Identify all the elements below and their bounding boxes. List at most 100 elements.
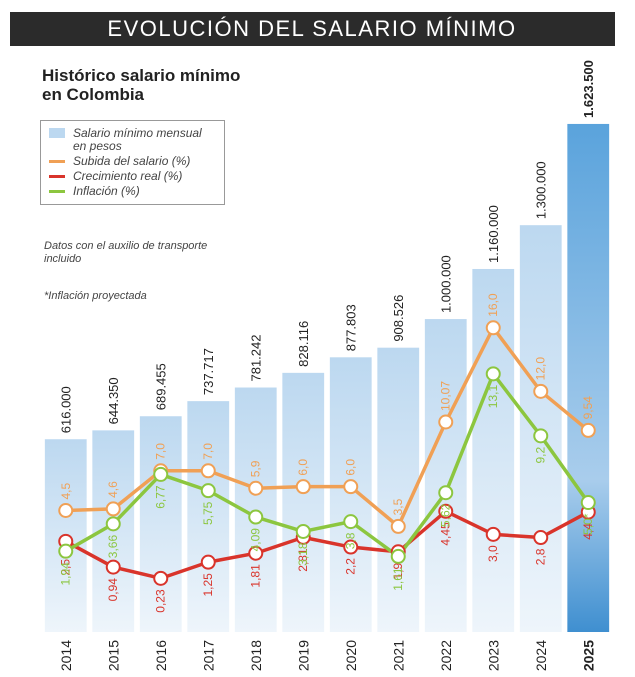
point-value-label: 3,66	[106, 535, 120, 559]
point-value-label: 1,81	[249, 564, 263, 588]
legend-item: Salario mínimo mensual en pesos	[47, 127, 218, 153]
bar-value-label: 616.000	[59, 386, 74, 433]
legend-label: Crecimiento real (%)	[73, 169, 183, 183]
line-point	[390, 548, 406, 564]
x-tick-label: 2022	[438, 640, 454, 671]
legend-item: Subida del salario (%)	[47, 155, 218, 168]
line-point	[58, 503, 74, 518]
line-point	[533, 428, 549, 444]
point-value-label: 7,0	[154, 443, 168, 460]
legend-item: Inflación (%)	[47, 185, 218, 198]
point-value-label: 5,9	[249, 460, 263, 477]
line-point	[485, 366, 501, 382]
line	[64, 372, 590, 559]
point-value-label: 12,0	[534, 357, 548, 381]
x-tick-label: 2025	[580, 640, 596, 671]
point-value-label: 6,0	[296, 459, 310, 476]
point-value-label: 9,54	[581, 396, 595, 420]
point-value-label: 7,0	[201, 443, 215, 460]
point-value-label: 6,77	[154, 485, 168, 509]
bar	[329, 357, 372, 632]
line-point	[200, 483, 216, 499]
point-value-label: 2,8	[534, 548, 548, 565]
line-point	[248, 509, 264, 525]
point-value-label: 3,8	[344, 532, 358, 549]
point-value-label: 3,5	[391, 498, 405, 515]
bar	[377, 347, 420, 632]
line-point	[580, 495, 596, 511]
point-value-label: 9,2	[534, 447, 548, 464]
x-tick-label: 2014	[58, 640, 74, 671]
point-value-label: 1,25	[201, 573, 215, 597]
line-point	[343, 479, 359, 495]
title-banner	[10, 12, 615, 46]
bar-value-label: 737.717	[201, 348, 216, 395]
point-value-label: 5,75	[201, 501, 215, 525]
line-point	[200, 463, 216, 479]
point-value-label: 13,1	[486, 385, 500, 409]
line	[65, 326, 590, 529]
line-point	[438, 414, 454, 430]
x-tick-label: 2024	[533, 640, 549, 671]
legend-label: Inflación (%)	[73, 184, 140, 198]
bar-value-label: 877.803	[344, 304, 359, 351]
point-value-label: 16,0	[486, 293, 500, 317]
x-tick-label: 2023	[485, 640, 501, 671]
bar-value-label: 828.116	[296, 321, 311, 367]
point-value-label: 4,09	[249, 528, 263, 552]
legend-swatch	[49, 190, 65, 193]
line-point	[200, 554, 216, 570]
line	[64, 509, 590, 581]
bar-value-label: 644.350	[106, 377, 121, 424]
bar	[139, 416, 182, 632]
chart-title: EVOLUCIÓN DEL SALARIO MÍNIMO	[107, 16, 516, 41]
point-value-label: 4,45	[439, 522, 453, 546]
x-tick-label: 2016	[153, 640, 169, 671]
line-point	[438, 503, 454, 519]
legend-swatch	[49, 160, 65, 163]
point-value-label: 5,0*	[581, 513, 595, 535]
line-point	[533, 530, 549, 546]
point-value-label: 1,94	[59, 562, 73, 586]
legend-swatch	[49, 128, 65, 138]
line-point	[248, 480, 264, 496]
line-point	[153, 570, 169, 586]
line-point	[438, 485, 454, 501]
point-value-label: 2,2	[344, 558, 358, 575]
bar	[282, 372, 325, 632]
bar-value-label: 1.300.000	[534, 161, 549, 219]
bar	[424, 319, 467, 632]
legend-item: Crecimiento real (%)	[47, 170, 218, 183]
legend-label: Subida del salario (%)	[73, 154, 191, 168]
point-value-label: 6,0	[344, 459, 358, 476]
line-point	[343, 514, 359, 530]
bar-value-label: 689.455	[154, 363, 169, 410]
point-value-label: 4,6	[106, 481, 120, 498]
bar	[187, 401, 230, 632]
line-point	[390, 518, 406, 534]
x-tick-label: 2020	[343, 640, 359, 671]
x-tick-label: 2019	[295, 640, 311, 671]
line-point	[343, 539, 359, 555]
point-value-label: 0,94	[106, 578, 120, 602]
line-point	[580, 422, 596, 438]
bar-value-label: 781.242	[249, 335, 264, 382]
x-tick-label: 2021	[390, 640, 406, 671]
x-tick-label: 2015	[105, 640, 121, 671]
point-value-label: 0,23	[154, 589, 168, 613]
x-tick-label: 2018	[248, 640, 264, 671]
point-value-label: 2,81	[296, 548, 310, 572]
point-value-label: 5,62	[439, 503, 453, 527]
point-value-label: 3,0	[486, 545, 500, 562]
line-point	[58, 543, 74, 559]
point-value-label: 4,4	[581, 523, 595, 540]
note: Datos con el auxilio de transporte inclu…	[44, 240, 208, 265]
bar-value-label: 1.160.000	[486, 205, 501, 263]
point-value-label: 4,5	[59, 482, 73, 499]
x-tick-label: 2017	[200, 640, 216, 671]
line-point	[295, 479, 311, 495]
legend: Salario mínimo mensual en pesos Subida de…	[40, 120, 225, 205]
subtitle: Histórico salario mínimo en Colombia	[42, 66, 241, 104]
line-point	[485, 526, 501, 542]
